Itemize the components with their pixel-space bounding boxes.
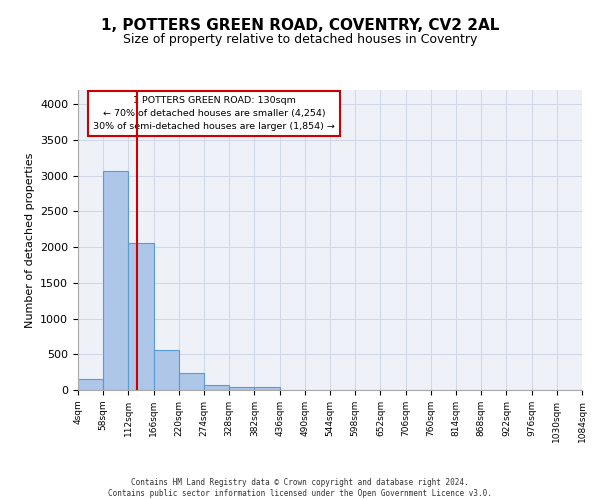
Bar: [179, 373, 204, 390]
Bar: [128, 243, 154, 390]
Text: Size of property relative to detached houses in Coventry: Size of property relative to detached ho…: [123, 32, 477, 46]
Bar: [229, 387, 254, 390]
Text: 1 POTTERS GREEN ROAD: 130sqm
← 70% of detached houses are smaller (4,254)
30% of: 1 POTTERS GREEN ROAD: 130sqm ← 70% of de…: [93, 96, 335, 132]
Text: 1, POTTERS GREEN ROAD, COVENTRY, CV2 2AL: 1, POTTERS GREEN ROAD, COVENTRY, CV2 2AL: [101, 18, 499, 32]
Bar: [154, 350, 179, 390]
Bar: [204, 385, 229, 390]
Text: Contains HM Land Registry data © Crown copyright and database right 2024.
Contai: Contains HM Land Registry data © Crown c…: [108, 478, 492, 498]
Y-axis label: Number of detached properties: Number of detached properties: [25, 152, 35, 328]
Bar: [254, 387, 280, 390]
Bar: [103, 170, 128, 390]
Bar: [78, 380, 103, 390]
